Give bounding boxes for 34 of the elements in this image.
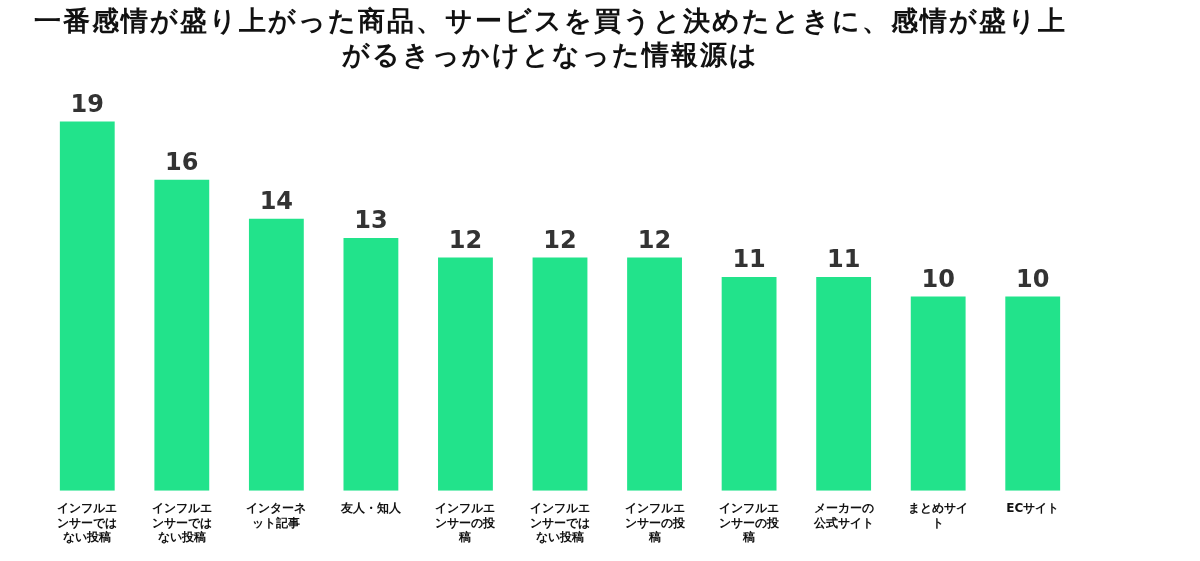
x-tick-label: インフルエンサーの投稿	[435, 501, 497, 544]
bar	[154, 179, 210, 491]
data-label: 11	[732, 245, 766, 274]
x-tick-label: インフルエンサーではない投稿	[57, 501, 118, 544]
bar	[248, 218, 304, 491]
bar	[721, 276, 777, 491]
x-tick-label: インフルエンサーではない投稿	[151, 501, 212, 544]
bar	[1005, 296, 1061, 491]
bar	[59, 121, 115, 491]
bar	[627, 257, 682, 491]
bar	[438, 257, 493, 491]
data-label: 11	[826, 245, 861, 274]
x-tick-label: メーカーの公式サイト	[812, 501, 874, 530]
x-tick-label: インフルエンサーではない投稿	[530, 501, 590, 544]
x-tick-label: インターネット記事	[246, 501, 307, 530]
x-tick-label: ECサイト	[1006, 501, 1060, 516]
bar	[816, 276, 872, 491]
x-tick-label: 友人・知人	[339, 501, 402, 516]
data-label: 12	[448, 225, 483, 254]
data-label: 14	[259, 186, 294, 215]
x-tick-label: まとめサイト	[908, 501, 969, 530]
chart-title: 一番感情が盛り上がった商品、サービスを買うと決めたときに、感情が盛り上がるきっかけとなった情報源は	[32, 4, 1068, 72]
data-label: 12	[543, 225, 577, 254]
bar	[343, 238, 399, 491]
x-tick-label: インフルエンサーの投稿	[624, 501, 686, 544]
data-label: 16	[165, 147, 199, 176]
bar	[532, 257, 588, 491]
x-tick-label: インフルエンサーの投稿	[719, 501, 781, 544]
data-label: 10	[1016, 264, 1050, 293]
data-label: 12	[637, 225, 672, 254]
data-label: 19	[70, 89, 104, 118]
data-label: 10	[921, 264, 955, 293]
bar	[910, 296, 966, 491]
data-label: 13	[354, 206, 388, 235]
